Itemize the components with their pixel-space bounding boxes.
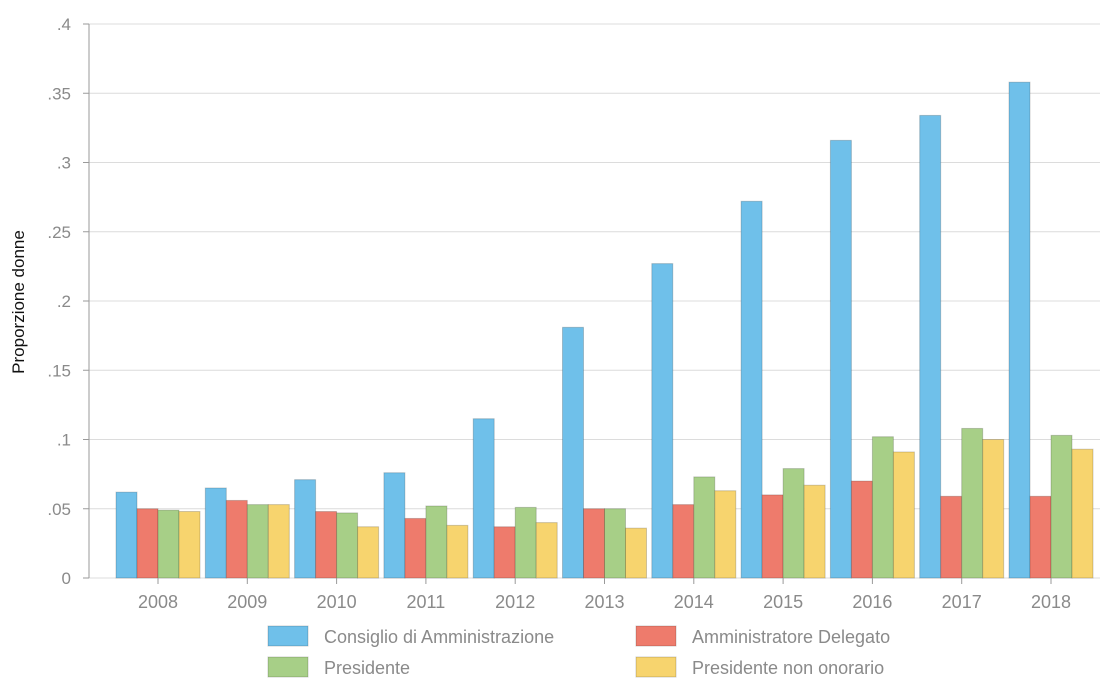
bar [383,472,406,579]
y-tick-labels: 0 .05 .1 .15 .2 .25 .3 .35 .4 [47,15,89,588]
bar [294,479,317,579]
y-tick-label: .3 [57,154,71,173]
bar [267,504,290,579]
legend-label: Presidente [324,658,410,678]
bar [562,326,584,579]
bar [829,139,852,579]
y-tick-label: .1 [57,431,71,450]
legend: Consiglio di Amministrazione Amministrato… [267,625,890,678]
x-tick-label: 2008 [138,592,178,612]
x-tick-label: 2014 [674,592,714,612]
bar [357,526,380,579]
bar [782,468,805,579]
bar [583,508,605,579]
legend-swatch [267,625,309,647]
y-tick-label: .35 [47,84,71,103]
legend-label: Presidente non onorario [692,658,884,678]
bar [940,495,963,579]
bar [178,511,201,579]
x-tick-label: 2010 [317,592,357,612]
bar [1071,448,1094,579]
bar [871,436,894,579]
bar [225,499,248,579]
y-tick-label: .05 [47,500,71,519]
legend-label: Amministratore Delegato [692,627,890,647]
y-tick-label: 0 [62,569,71,588]
bar [604,508,626,579]
bar [982,439,1005,579]
x-tick-labels: 2008 2009 2010 2011 2012 2013 2014 2015 2016 2017… [138,578,1071,612]
bar [625,527,647,579]
bar [961,427,984,579]
bar [693,476,716,579]
bar [514,506,537,579]
legend-swatch [635,656,677,678]
bar [493,526,516,579]
bar [446,524,469,579]
y-tick-label: .25 [47,223,71,242]
x-tick-label: 2017 [942,592,982,612]
bar [425,505,448,579]
bar [157,509,180,579]
x-tick-label: 2013 [584,592,624,612]
bar [850,480,873,579]
bar [1050,434,1073,579]
x-tick-label: 2016 [852,592,892,612]
y-axis-label: Proporzione donne [9,230,28,374]
bar [136,508,159,579]
y-tick-label: .2 [57,292,71,311]
bar [672,504,695,579]
bar [803,484,826,579]
x-tick-label: 2009 [227,592,267,612]
bar [246,504,269,579]
x-tick-label: 2011 [407,592,446,612]
bar [404,517,427,579]
x-tick-label: 2018 [1031,592,1071,612]
bar [535,522,558,579]
bars [115,81,1094,579]
bar [1008,81,1031,579]
gridlines [89,23,1100,579]
x-tick-label: 2015 [763,592,803,612]
bar [919,114,942,579]
y-tick-label: .15 [47,361,71,380]
y-tick-label: .4 [57,15,71,34]
legend-swatch [635,625,677,647]
bar [336,512,359,579]
bar [315,511,338,579]
legend-label: Consiglio di Amministrazione [324,627,554,647]
bar [740,200,763,579]
bar [714,490,737,579]
bar [204,487,227,579]
bar [892,451,915,579]
bar [1029,495,1052,579]
legend-swatch [267,656,309,678]
bar [761,494,784,579]
bar [651,263,674,579]
bar [472,418,495,579]
x-tick-label: 2012 [495,592,535,612]
bar [115,491,138,579]
